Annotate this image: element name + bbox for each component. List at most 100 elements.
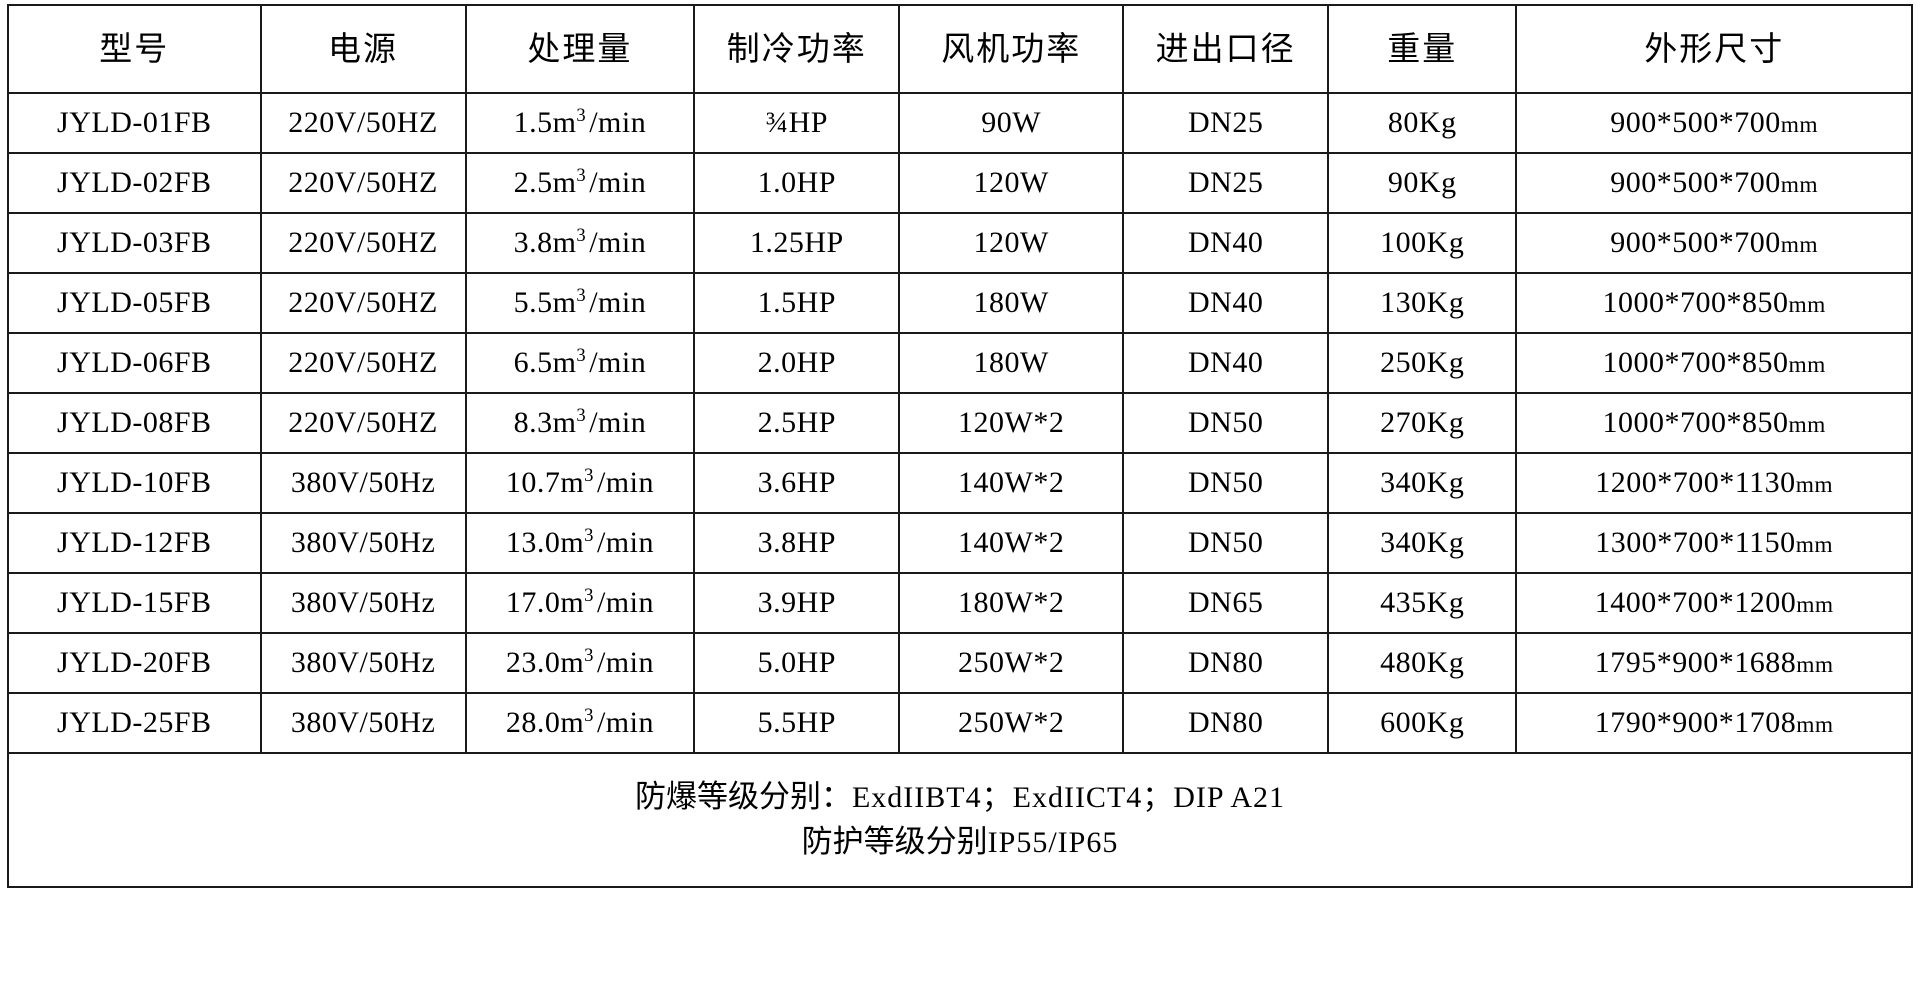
table-row: JYLD-05FB 220V/50HZ 5.5m3/min 1.5HP 180W DN40… <box>7 272 1913 334</box>
table-footer: 防爆等级分别：ExdIIBT4；ExdIICT4；DIP A21 防护等级分别I… <box>7 752 1913 888</box>
cell-model: JYLD-01FB <box>7 92 262 154</box>
cell-model: JYLD-03FB <box>7 212 262 274</box>
cell-cooling-power: 2.5HP <box>693 392 901 454</box>
cell-cooling-power: 1.0HP <box>693 152 901 214</box>
cubic-exponent: 3 <box>584 465 594 486</box>
table-row: JYLD-02FB 220V/50HZ 2.5m3/min 1.0HP 120W DN25… <box>7 152 1913 214</box>
column-header-fan: 风机功率 <box>898 4 1125 94</box>
dimension-value: 1000*700*850 <box>1602 286 1789 319</box>
flow-unit: /min <box>596 646 654 679</box>
cell-dimensions: 1000*700*850mm <box>1515 332 1913 394</box>
cell-power: 380V/50Hz <box>259 692 467 754</box>
dimension-unit: mm <box>1780 112 1819 138</box>
flow-value: 17.0m <box>505 586 585 619</box>
cell-model: JYLD-12FB <box>7 512 262 574</box>
cell-cooling-power: 3.6HP <box>693 452 901 514</box>
cell-fan-power: 140W*2 <box>898 452 1125 514</box>
cell-weight: 435Kg <box>1327 572 1518 634</box>
table-row: JYLD-25FB 380V/50Hz 28.0m3/min 5.5HP 250W*2 D… <box>7 692 1913 754</box>
dimension-unit: mm <box>1788 352 1826 378</box>
column-header-weight: 重量 <box>1327 4 1518 94</box>
cubic-exponent: 3 <box>576 285 587 306</box>
column-header-cooling: 制冷功率 <box>693 4 901 94</box>
cubic-exponent: 3 <box>576 405 587 426</box>
table-row: JYLD-12FB 380V/50Hz 13.0m3/min 3.8HP 140W*2 D… <box>7 512 1913 574</box>
cell-fan-power: 120W <box>898 152 1125 214</box>
table-row: JYLD-08FB 220V/50HZ 8.3m3/min 2.5HP 120W*2 DN… <box>7 392 1913 454</box>
cell-weight: 340Kg <box>1327 512 1518 574</box>
cell-power: 220V/50HZ <box>259 92 467 154</box>
cell-model: JYLD-08FB <box>7 392 262 454</box>
flow-unit: /min <box>596 706 654 739</box>
cell-power: 220V/50HZ <box>259 332 467 394</box>
flow-value: 3.8m <box>513 226 577 259</box>
cell-port-diameter: DN80 <box>1122 632 1330 694</box>
cell-cooling-power: 2.0HP <box>693 332 901 394</box>
cell-weight: 600Kg <box>1327 692 1518 754</box>
flow-unit: /min <box>589 346 647 379</box>
cell-flow: 28.0m3/min <box>464 692 696 754</box>
table-header: 型号 电源 处理量 制冷功率 风机功率 进出口径 重量 外形尺寸 <box>7 4 1913 94</box>
cell-fan-power: 180W*2 <box>898 572 1125 634</box>
cubic-exponent: 3 <box>576 165 587 186</box>
cell-power: 220V/50HZ <box>259 212 467 274</box>
cell-cooling-power: 3.8HP <box>693 512 901 574</box>
cell-dimensions: 1200*700*1130mm <box>1515 452 1913 514</box>
dimension-unit: mm <box>1788 412 1826 438</box>
cell-fan-power: 90W <box>898 92 1125 154</box>
dimension-unit: mm <box>1796 652 1834 678</box>
flow-value: 13.0m <box>505 526 585 559</box>
cell-power: 220V/50HZ <box>259 152 467 214</box>
cell-port-diameter: DN65 <box>1122 572 1330 634</box>
cell-cooling-power: 1.25HP <box>693 212 901 274</box>
table-row: JYLD-06FB 220V/50HZ 6.5m3/min 2.0HP 180W DN40… <box>7 332 1913 394</box>
cell-dimensions: 1300*700*1150mm <box>1515 512 1913 574</box>
dimension-value: 900*500*700 <box>1610 226 1781 259</box>
dimension-value: 900*500*700 <box>1610 166 1781 199</box>
cell-fan-power: 250W*2 <box>898 692 1125 754</box>
cell-fan-power: 250W*2 <box>898 632 1125 694</box>
note-value: ExdIIBT4；ExdIICT4；DIP A21 <box>851 781 1286 815</box>
cell-dimensions: 1000*700*850mm <box>1515 272 1913 334</box>
dimension-value: 1200*700*1130 <box>1595 466 1796 499</box>
table-row: JYLD-03FB 220V/50HZ 3.8m3/min 1.25HP 120W DN4… <box>7 212 1913 274</box>
cell-weight: 250Kg <box>1327 332 1518 394</box>
flow-value: 23.0m <box>505 646 585 679</box>
cubic-exponent: 3 <box>584 585 594 606</box>
cell-dimensions: 900*500*700mm <box>1515 212 1913 274</box>
header-row: 型号 电源 处理量 制冷功率 风机功率 进出口径 重量 外形尺寸 <box>7 4 1913 94</box>
cell-weight: 90Kg <box>1327 152 1518 214</box>
cell-model: JYLD-20FB <box>7 632 262 694</box>
note-value: IP55/IP65 <box>987 826 1119 859</box>
cell-weight: 480Kg <box>1327 632 1518 694</box>
cell-flow: 10.7m3/min <box>464 452 696 514</box>
cell-fan-power: 120W <box>898 212 1125 274</box>
dimension-unit: mm <box>1780 172 1819 198</box>
cell-flow: 1.5m3/min <box>464 92 696 154</box>
cell-port-diameter: DN50 <box>1122 392 1330 454</box>
dimension-value: 1400*700*1200 <box>1594 586 1797 619</box>
cell-flow: 5.5m3/min <box>464 272 696 334</box>
cell-port-diameter: DN25 <box>1122 92 1330 154</box>
flow-unit: /min <box>589 166 647 199</box>
cell-dimensions: 1795*900*1688mm <box>1515 632 1913 694</box>
table-body: JYLD-01FB 220V/50HZ 1.5m3/min ¾HP 90W DN25 80K… <box>7 92 1913 754</box>
cubic-exponent: 3 <box>576 105 587 126</box>
cell-dimensions: 900*500*700mm <box>1515 152 1913 214</box>
cell-flow: 3.8m3/min <box>464 212 696 274</box>
dimension-unit: mm <box>1796 592 1834 618</box>
dimension-value: 1790*900*1708 <box>1594 706 1797 739</box>
cell-fan-power: 140W*2 <box>898 512 1125 574</box>
cell-weight: 340Kg <box>1327 452 1518 514</box>
cell-dimensions: 1000*700*850mm <box>1515 392 1913 454</box>
column-header-port: 进出口径 <box>1122 4 1330 94</box>
flow-unit: /min <box>589 286 647 319</box>
cell-flow: 17.0m3/min <box>464 572 696 634</box>
cell-port-diameter: DN25 <box>1122 152 1330 214</box>
cell-model: JYLD-02FB <box>7 152 262 214</box>
cell-weight: 80Kg <box>1327 92 1518 154</box>
cell-power: 380V/50Hz <box>259 632 467 694</box>
dimension-value: 900*500*700 <box>1610 106 1781 139</box>
column-header-flow: 处理量 <box>464 4 696 94</box>
cell-power: 220V/50HZ <box>259 392 467 454</box>
